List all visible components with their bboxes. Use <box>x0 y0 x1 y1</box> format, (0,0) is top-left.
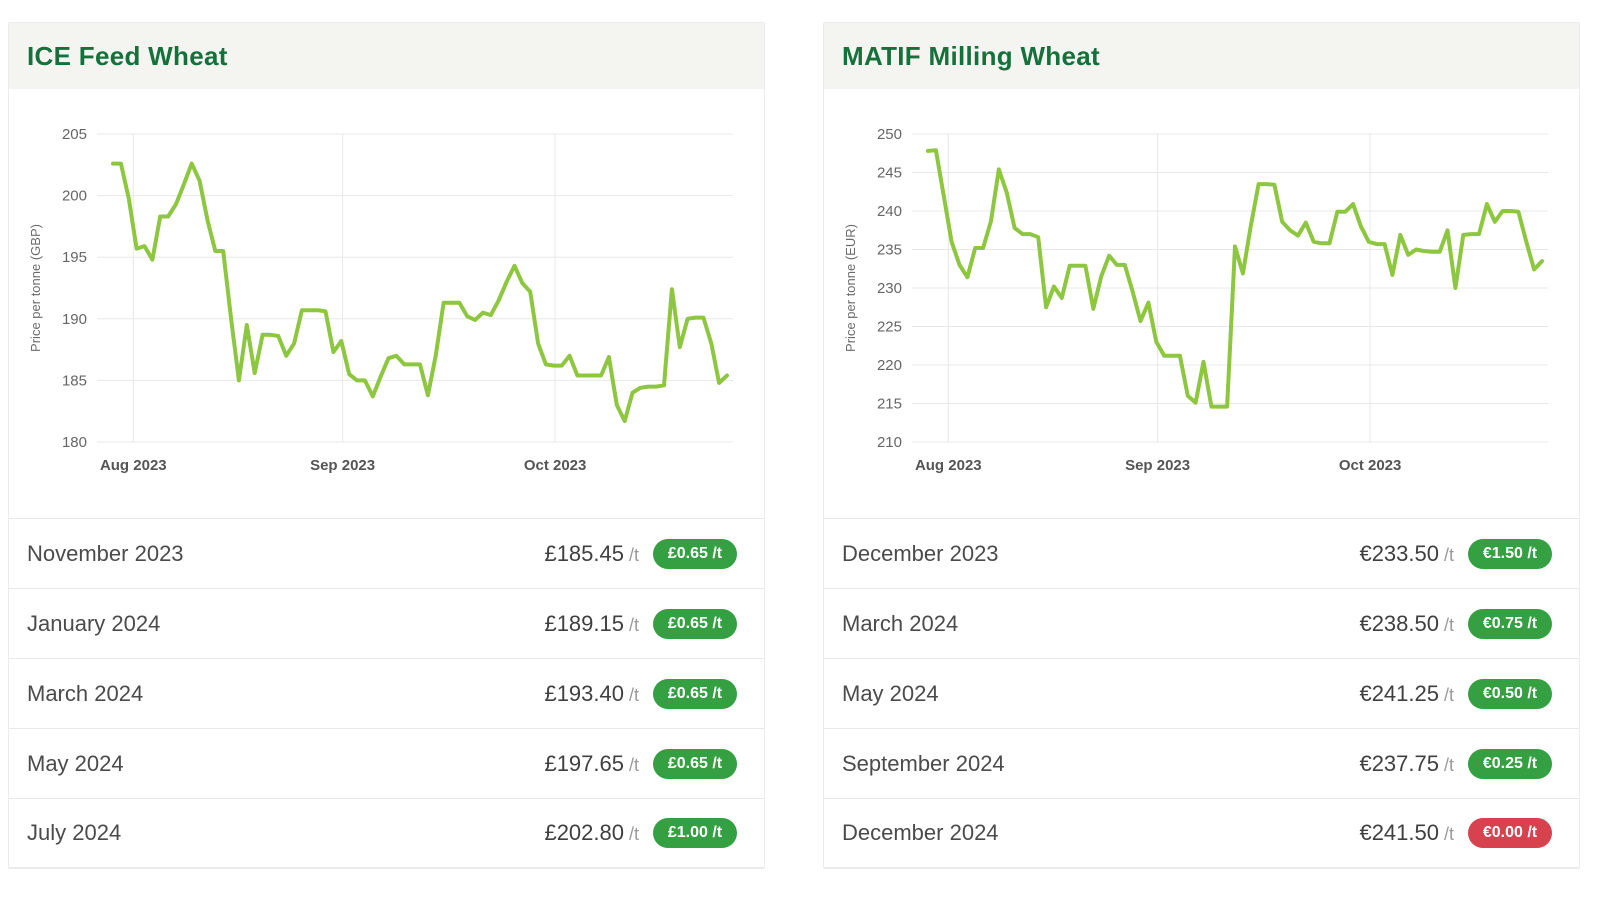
price-change-badge: €0.25 /t <box>1468 748 1552 779</box>
table-row: December 2024 €241.50/t €0.00 /t <box>824 798 1579 868</box>
price-unit: /t <box>1443 614 1454 635</box>
price-value: £189.15 <box>544 610 624 636</box>
price-unit: /t <box>1443 824 1454 844</box>
y-axis-tick-label: 205 <box>62 126 87 143</box>
price-change-badge: £0.65 /t <box>653 748 737 779</box>
contract-price: £197.65/t <box>544 751 639 777</box>
x-axis-tick-label: Sep 2023 <box>310 457 375 474</box>
price-chart[interactable]: 250 245 240 235 230 225 220 215 210 Aug 2023 Sep 2… <box>824 89 1579 501</box>
price-change-badge: €0.75 /t <box>1468 608 1552 639</box>
price-change-badge: €0.50 /t <box>1468 678 1552 709</box>
table-row: September 2024 €237.75/t €0.25 /t <box>824 728 1579 798</box>
price-change-badge: £0.65 /t <box>653 608 737 639</box>
table-row: May 2024 €241.25/t €0.50 /t <box>824 658 1579 728</box>
x-axis-tick-label: Sep 2023 <box>1125 457 1190 474</box>
contract-price: €241.25/t <box>1359 681 1454 707</box>
y-axis-tick-label: 250 <box>877 126 902 143</box>
y-axis-tick-label: 200 <box>62 188 87 205</box>
price-value: £197.65 <box>544 750 624 776</box>
price-unit: /t <box>1443 544 1454 565</box>
contract-price: £185.45/t <box>544 541 639 567</box>
y-axis-tick-label: 195 <box>62 249 87 266</box>
table-row: January 2024 £189.15/t £0.65 /t <box>9 588 764 658</box>
y-axis-tick-label: 225 <box>877 319 902 336</box>
panel-header: MATIF Milling Wheat <box>824 23 1579 89</box>
price-value: £202.80 <box>544 820 624 845</box>
table-row: May 2024 £197.65/t £0.65 /t <box>9 728 764 798</box>
contract-month: May 2024 <box>27 750 124 776</box>
contract-price: £202.80/t <box>544 820 639 846</box>
y-axis-tick-label: 210 <box>877 434 902 451</box>
contract-month: December 2023 <box>842 540 999 566</box>
contract-month: July 2024 <box>27 820 122 845</box>
y-axis-tick-label: 190 <box>62 311 87 328</box>
price-value: £185.45 <box>544 540 624 566</box>
contract-month: November 2023 <box>27 540 184 566</box>
y-axis-tick-label: 240 <box>877 203 902 220</box>
y-axis-tick-label: 180 <box>62 434 87 451</box>
price-change-badge: £0.65 /t <box>653 538 737 569</box>
y-axis-title: Price per tonne (GBP) <box>28 224 43 352</box>
price-value: €237.75 <box>1359 750 1439 776</box>
table-row: July 2024 £202.80/t £1.00 /t <box>9 798 764 868</box>
price-value: €241.25 <box>1359 680 1439 706</box>
table-row: March 2024 £193.40/t £0.65 /t <box>9 658 764 728</box>
x-axis-tick-label: Oct 2023 <box>1339 457 1402 474</box>
y-axis-tick-label: 185 <box>62 372 87 389</box>
price-change-badge: £1.00 /t <box>653 818 737 848</box>
price-change-badge: £0.65 /t <box>653 678 737 709</box>
price-line-series <box>111 161 729 424</box>
contract-price: €238.50/t <box>1359 611 1454 637</box>
table-row: December 2023 €233.50/t €1.50 /t <box>824 518 1579 588</box>
price-chart[interactable]: 205 200 195 190 185 180 Aug 2023 Sep 2023 Oct 20… <box>9 89 764 501</box>
table-row: November 2023 £185.45/t £0.65 /t <box>9 518 764 588</box>
price-change-badge: €0.00 /t <box>1468 818 1552 848</box>
futures-table: December 2023 €233.50/t €1.50 /t March 2024… <box>824 518 1579 868</box>
y-axis-tick-label: 245 <box>877 165 902 182</box>
price-panel: MATIF Milling Wheat 250 245 240 235 230 225 22… <box>823 22 1580 869</box>
line-chart-svg: 205 200 195 190 185 180 Aug 2023 Sep 2023 Oct 20… <box>28 126 733 474</box>
contract-month: December 2024 <box>842 820 999 845</box>
futures-table: November 2023 £185.45/t £0.65 /t January 20… <box>9 518 764 868</box>
price-unit: /t <box>628 754 639 775</box>
x-axis-tick-label: Oct 2023 <box>524 457 587 474</box>
contract-price: €237.75/t <box>1359 751 1454 777</box>
price-value: £193.40 <box>544 680 624 706</box>
panel-title: ICE Feed Wheat <box>27 40 228 71</box>
panel-header: ICE Feed Wheat <box>9 23 764 89</box>
price-unit: /t <box>628 684 639 705</box>
price-unit: /t <box>628 544 639 565</box>
contract-month: May 2024 <box>842 680 939 706</box>
price-unit: /t <box>628 824 639 844</box>
contract-month: January 2024 <box>27 610 161 636</box>
price-unit: /t <box>1443 754 1454 775</box>
contract-month: March 2024 <box>842 610 959 636</box>
panel-title: MATIF Milling Wheat <box>842 40 1100 71</box>
x-axis-tick-label: Aug 2023 <box>100 457 167 474</box>
y-axis-title: Price per tonne (EUR) <box>843 224 858 352</box>
y-axis-tick-label: 230 <box>877 280 902 297</box>
price-value: €241.50 <box>1359 820 1439 845</box>
price-value: €238.50 <box>1359 610 1439 636</box>
line-chart-svg: 250 245 240 235 230 225 220 215 210 Aug 2023 Sep 2… <box>843 126 1548 474</box>
price-unit: /t <box>628 614 639 635</box>
price-unit: /t <box>1443 684 1454 705</box>
y-axis-tick-label: 215 <box>877 396 902 413</box>
y-axis-tick-label: 235 <box>877 242 902 259</box>
contract-price: €233.50/t <box>1359 541 1454 567</box>
table-row: March 2024 €238.50/t €0.75 /t <box>824 588 1579 658</box>
price-value: €233.50 <box>1359 540 1439 566</box>
x-axis-tick-label: Aug 2023 <box>915 457 982 474</box>
price-line-series <box>926 148 1544 409</box>
contract-month: September 2024 <box>842 750 1005 776</box>
y-axis-tick-label: 220 <box>877 357 902 374</box>
contract-month: March 2024 <box>27 680 144 706</box>
contract-price: £193.40/t <box>544 681 639 707</box>
contract-price: €241.50/t <box>1359 820 1454 846</box>
price-change-badge: €1.50 /t <box>1468 538 1552 569</box>
contract-price: £189.15/t <box>544 611 639 637</box>
price-panel: ICE Feed Wheat 205 200 195 190 185 180 Aug 202… <box>8 22 765 869</box>
